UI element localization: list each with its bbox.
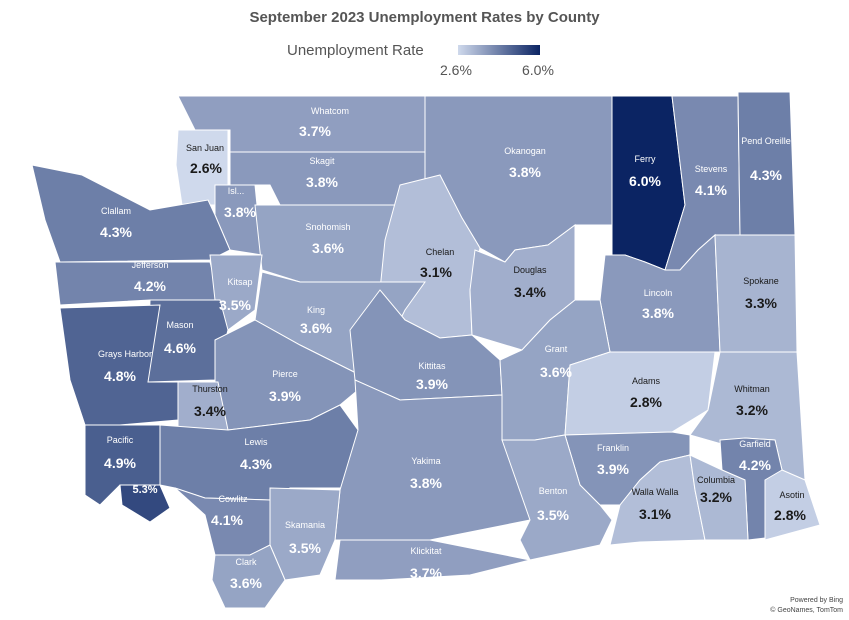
county-clark: [211, 544, 286, 609]
county-rate-pend-oreille: 4.3%: [750, 167, 782, 183]
county-name-grays-harbor: Grays Harbor: [97, 349, 153, 359]
county-rate-spokane: 3.3%: [745, 295, 777, 311]
county-rate-grant: 3.6%: [540, 364, 572, 380]
county-rate-mason: 4.6%: [164, 340, 196, 356]
county-name-snohomish: Snohomish: [305, 222, 351, 232]
county-name-pend-oreille: Pend Oreille: [741, 136, 791, 146]
county-name-whitman: Whitman: [734, 384, 770, 394]
county-rate-skagit: 3.8%: [306, 174, 338, 190]
county-name-cowlitz: Cowlitz: [218, 494, 248, 504]
county-rate-king: 3.6%: [300, 320, 332, 336]
county-name-spokane: Spokane: [743, 276, 779, 286]
county-name-pacific: Pacific: [106, 435, 134, 445]
county-rate-pierce: 3.9%: [269, 388, 301, 404]
county-rate-skamania: 3.5%: [289, 540, 321, 556]
county-rate-klickitat: 3.7%: [410, 565, 442, 581]
county-rate-walla-walla: 3.1%: [639, 506, 671, 522]
county-name-lewis: Lewis: [244, 437, 268, 447]
county-rate-lewis: 4.3%: [240, 456, 272, 472]
county-name-skagit: Skagit: [309, 156, 335, 166]
credit-powered-by: Powered by Bing: [790, 597, 843, 604]
county-name-grant: Grant: [544, 344, 568, 354]
county-rate-benton: 3.5%: [537, 507, 569, 523]
county-rate-whatcom: 3.7%: [299, 123, 331, 139]
county-rate-snohomish: 3.6%: [312, 240, 344, 256]
county-benton: [501, 434, 613, 561]
county-rate-kitsap: 3.5%: [219, 297, 251, 313]
county-name-mason: Mason: [166, 320, 194, 330]
county-columbia: [689, 454, 749, 541]
county-name-asotin: Asotin: [779, 490, 805, 500]
county-name-whatcom: Whatcom: [310, 106, 350, 116]
legend-color-scale: [458, 45, 540, 55]
county-name-garfield: Garfield: [739, 439, 771, 449]
county-rate-clark: 3.6%: [230, 575, 262, 591]
county-unnamed: [119, 484, 171, 523]
county-asotin: [764, 469, 821, 541]
county-rate-jefferson: 4.2%: [134, 278, 166, 294]
county-name-columbia: Columbia: [696, 475, 736, 485]
county-name-ferry: Ferry: [634, 154, 656, 164]
county-rate-whitman: 3.2%: [736, 402, 768, 418]
county-rate-kittitas: 3.9%: [416, 376, 448, 392]
legend-label: Unemployment Rate: [287, 42, 424, 59]
county-rate-pacific: 4.9%: [104, 455, 136, 471]
county-name-franklin: Franklin: [596, 443, 630, 453]
county-name-isl: Isl...: [227, 186, 245, 196]
county-pend-oreille: [737, 91, 796, 236]
county-rate-okanogan: 3.8%: [509, 164, 541, 180]
county-lewis: [159, 404, 361, 501]
county-isl: [214, 184, 263, 256]
credit-sources: © GeoNames, TomTom: [770, 607, 843, 614]
county-rate-thurston: 3.4%: [194, 403, 226, 419]
legend-max-label: 6.0%: [522, 62, 554, 78]
county-rate-chelan: 3.1%: [420, 264, 452, 280]
county-name-skamania: Skamania: [284, 520, 326, 530]
county-rate-grays-harbor: 4.8%: [104, 368, 136, 384]
county-name-walla-walla: Walla Walla: [631, 487, 679, 497]
county-rate-lincoln: 3.8%: [642, 305, 674, 321]
county-name-kitsap: Kitsap: [227, 277, 253, 287]
legend-min-label: 2.6%: [440, 62, 472, 78]
county-rate-unnamed: 5.3%: [132, 484, 158, 496]
county-name-pierce: Pierce: [272, 369, 298, 379]
county-rate-cowlitz: 4.1%: [211, 512, 243, 528]
county-rate-clallam: 4.3%: [100, 224, 132, 240]
county-name-okanogan: Okanogan: [504, 146, 546, 156]
county-spokane: [714, 234, 798, 353]
county-rate-garfield: 4.2%: [739, 457, 771, 473]
county-name-san-juan: San Juan: [185, 143, 225, 153]
county-name-jefferson: Jefferson: [131, 260, 169, 270]
county-name-stevens: Stevens: [694, 164, 728, 174]
county-clallam: [31, 164, 231, 263]
county-rate-isl: 3.8%: [224, 204, 256, 220]
county-rate-stevens: 4.1%: [695, 182, 727, 198]
county-name-kittitas: Kittitas: [418, 361, 446, 371]
county-rate-asotin: 2.8%: [774, 507, 806, 523]
county-name-thurston: Thurston: [192, 384, 228, 394]
county-name-adams: Adams: [631, 376, 661, 386]
county-name-yakima: Yakima: [411, 456, 441, 466]
county-rate-columbia: 3.2%: [700, 489, 732, 505]
county-rate-yakima: 3.8%: [410, 475, 442, 491]
county-skamania: [269, 487, 341, 581]
county-name-benton: Benton: [538, 486, 568, 496]
county-name-chelan: Chelan: [425, 247, 455, 257]
county-rate-san-juan: 2.6%: [190, 160, 222, 176]
county-name-klickitat: Klickitat: [410, 546, 442, 556]
county-rate-douglas: 3.4%: [514, 284, 546, 300]
county-rate-franklin: 3.9%: [597, 461, 629, 477]
county-name-lincoln: Lincoln: [643, 288, 673, 298]
county-rate-ferry: 6.0%: [629, 173, 661, 189]
county-klickitat: [334, 539, 531, 581]
county-rate-adams: 2.8%: [630, 394, 662, 410]
county-name-clark: Clark: [235, 557, 257, 567]
county-name-king: King: [306, 305, 326, 315]
county-name-douglas: Douglas: [513, 265, 547, 275]
county-name-clallam: Clallam: [100, 206, 132, 216]
map-title: September 2023 Unemployment Rates by Cou…: [249, 9, 600, 26]
